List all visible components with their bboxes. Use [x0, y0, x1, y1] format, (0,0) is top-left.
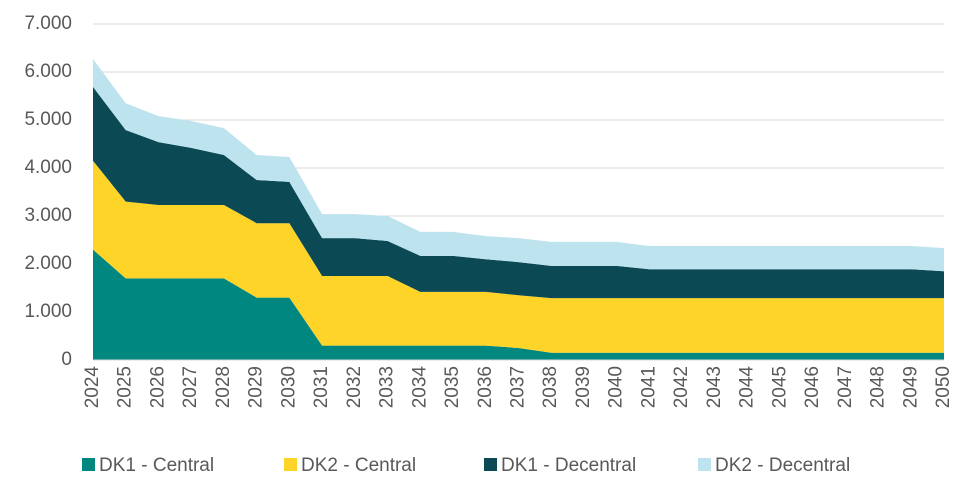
y-tick-label: 2.000: [24, 253, 72, 274]
x-tick-label: 2027: [180, 366, 201, 408]
area: [93, 59, 944, 272]
x-tick-label: 2043: [704, 366, 725, 408]
x-tick-label: 2026: [147, 366, 168, 408]
x-tick-label: 2045: [769, 366, 790, 408]
legend-swatch: [82, 458, 95, 471]
x-tick-label: 2038: [540, 366, 561, 408]
y-tick-label: 3.000: [24, 205, 72, 226]
x-tick-label: 2024: [82, 366, 103, 409]
y-tick-label: 1.000: [24, 301, 72, 322]
legend-label: DK1 - Decentral: [501, 455, 636, 476]
x-tick-label: 2033: [377, 366, 398, 408]
x-tick-label: 2031: [311, 366, 332, 408]
x-tick-label: 2039: [573, 366, 594, 408]
x-tick-label: 2029: [246, 366, 267, 408]
x-tick-label: 2048: [868, 366, 889, 408]
y-tick-label: 0: [61, 349, 72, 370]
x-tick-label: 2046: [802, 366, 823, 408]
x-tick-label: 2044: [737, 366, 758, 409]
x-tick-label: 2042: [671, 366, 692, 408]
legend-swatch: [484, 458, 497, 471]
legend-label: DK2 - Decentral: [715, 455, 850, 476]
x-tick-label: 2030: [278, 366, 299, 408]
x-tick-label: 2035: [442, 366, 463, 408]
area: [93, 249, 944, 360]
x-tick-label: 2034: [409, 366, 430, 409]
x-tick-label: 2028: [213, 366, 234, 408]
area: [93, 86, 944, 299]
x-tick-label: 2040: [606, 366, 627, 408]
y-tick-label: 7.000: [24, 13, 72, 34]
x-tick-label: 2025: [115, 366, 136, 408]
x-tick-label: 2036: [475, 366, 496, 408]
x-tick-label: 2041: [638, 366, 659, 408]
y-tick-label: 5.000: [24, 109, 72, 130]
x-tick-label: 2037: [508, 366, 529, 408]
x-tick-label: 2032: [344, 366, 365, 408]
legend-swatch: [284, 458, 297, 471]
y-tick-label: 6.000: [24, 61, 72, 82]
area: [93, 160, 944, 353]
legend-label: DK1 - Central: [99, 455, 214, 476]
legend-swatch: [698, 458, 711, 471]
legend-label: DK2 - Central: [301, 455, 416, 476]
x-tick-label: 2050: [933, 366, 954, 408]
y-tick-label: 4.000: [24, 157, 72, 178]
x-tick-label: 2047: [835, 366, 856, 408]
x-tick-label: 2049: [900, 366, 921, 408]
